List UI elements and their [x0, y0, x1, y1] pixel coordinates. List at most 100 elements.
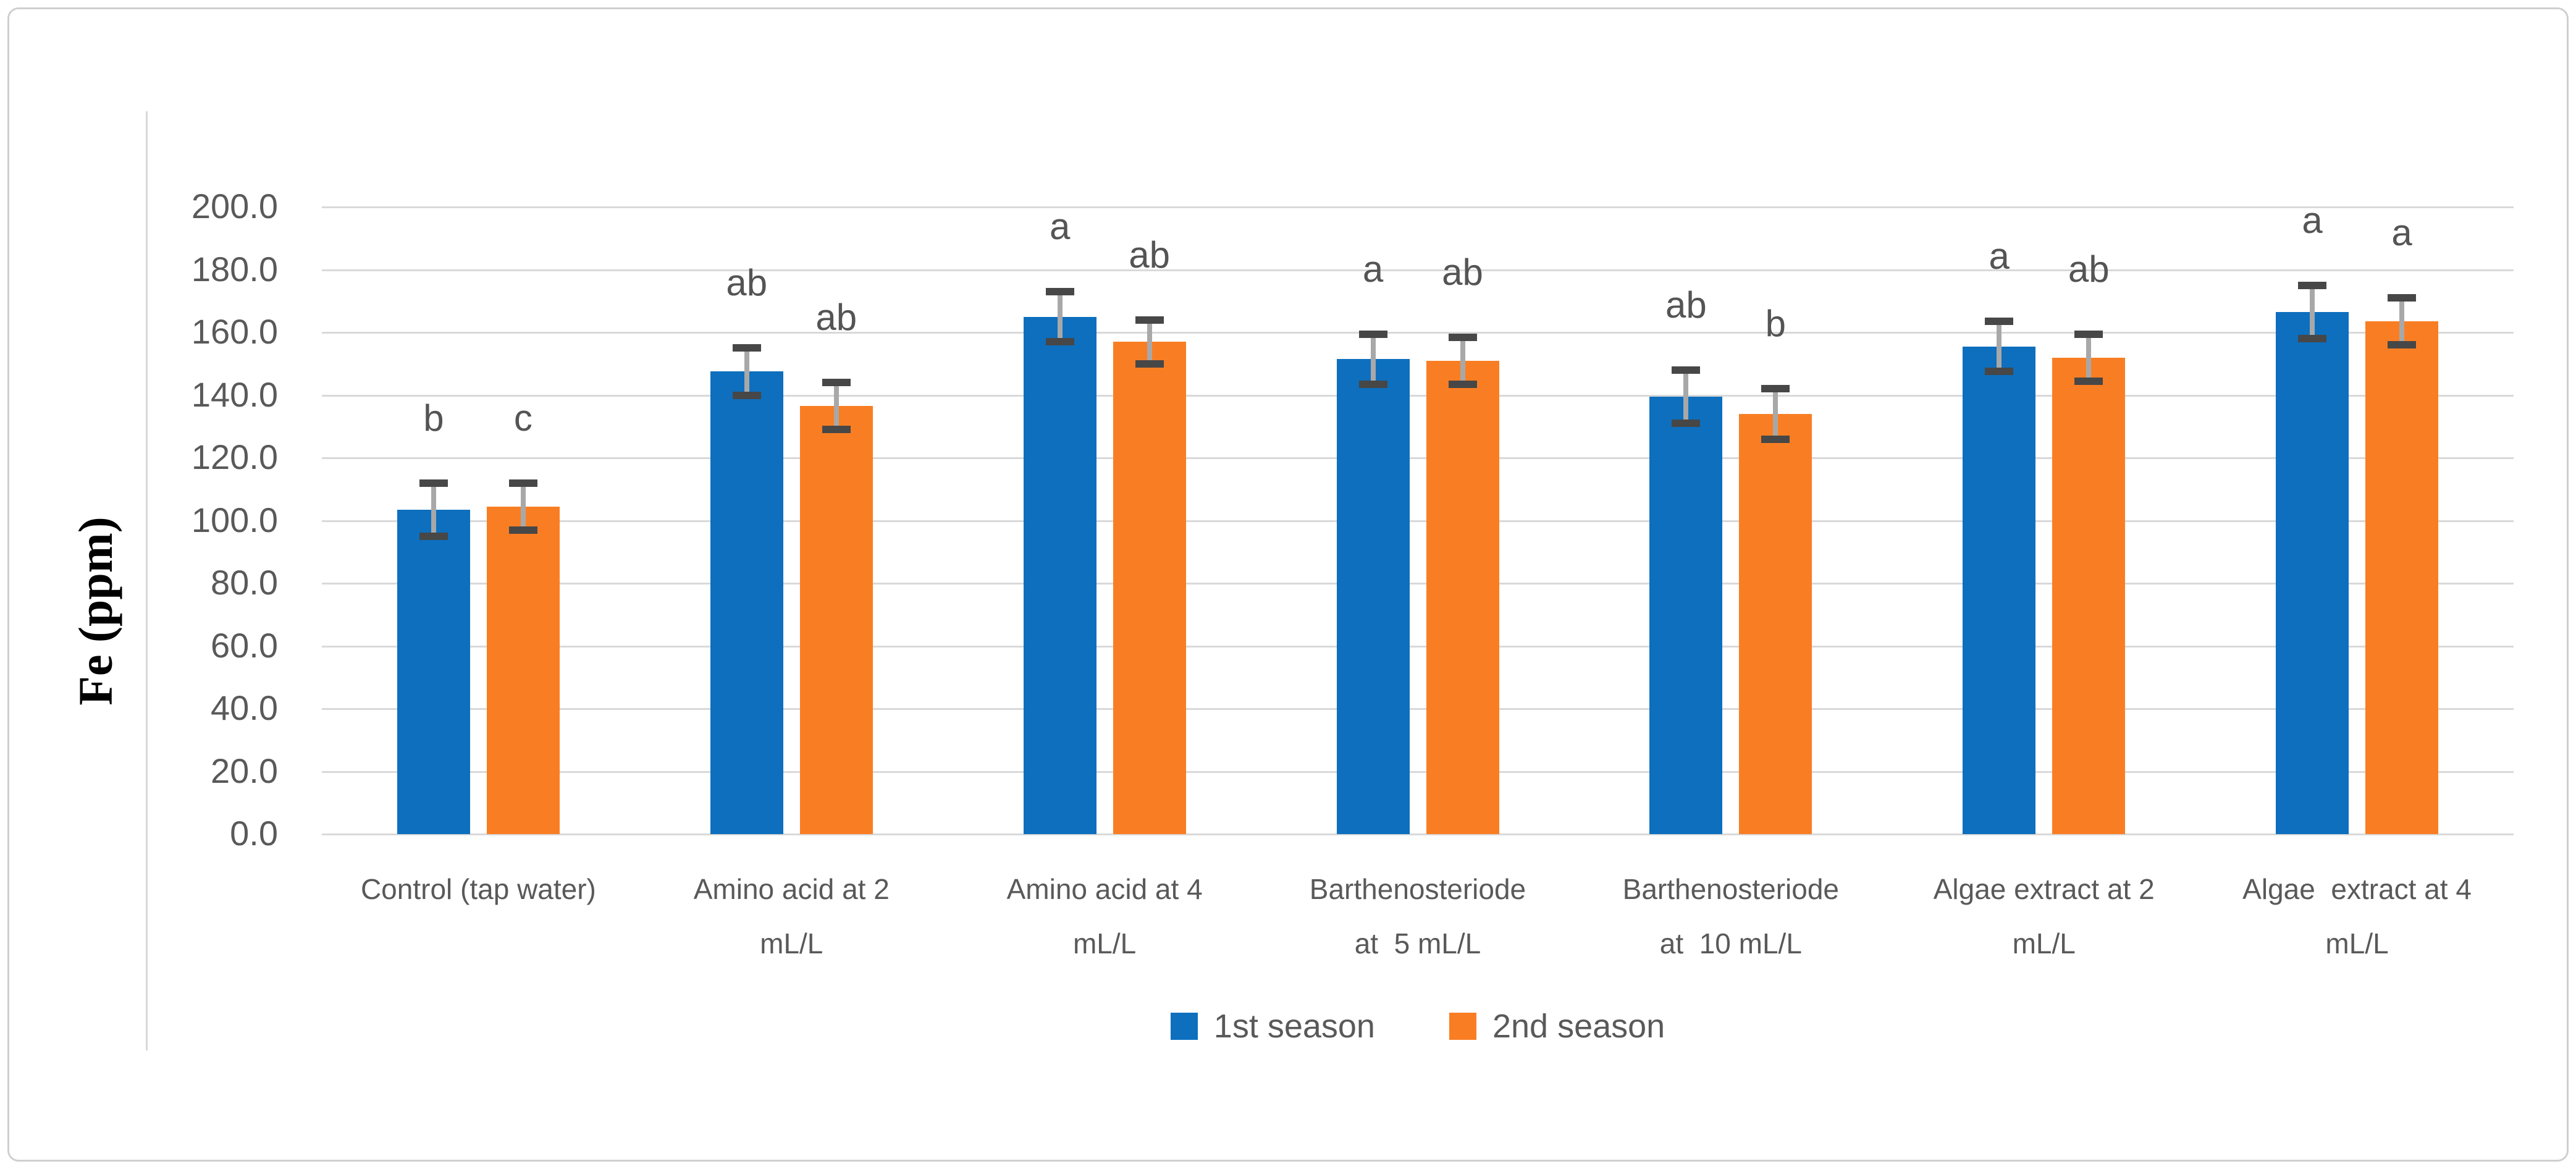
gridline: [322, 708, 2514, 710]
significance-letter: ab: [1665, 284, 1707, 326]
y-axis-tick-label: 20.0: [211, 751, 278, 790]
y-axis-line: [146, 111, 148, 1050]
error-bar-cap: [822, 426, 851, 434]
legend-label: 2nd season: [1492, 1008, 1665, 1045]
bar-1st-season: [1023, 316, 1096, 834]
bar-1st-season: [1963, 346, 2036, 834]
x-axis-label-line: mL/L: [760, 927, 823, 960]
plot-area: b c ab ab a ab a ab ab b a ab a a: [322, 124, 2514, 835]
significance-letter: a: [1989, 235, 2010, 277]
x-axis-label: Algae extract at 2 mL/L: [1887, 862, 2200, 971]
significance-letter: b: [1765, 303, 1787, 345]
legend-label: 1st season: [1213, 1008, 1375, 1045]
error-bar-cap: [1672, 420, 1701, 428]
x-axis-label-line: Barthenosteriode: [1309, 873, 1526, 905]
error-bar: [2399, 298, 2405, 345]
error-bar-cap: [419, 479, 448, 487]
x-axis-label-line: Algae extract at 4: [2242, 873, 2472, 905]
y-axis-tick-label: 0.0: [230, 814, 278, 853]
significance-letter: ab: [2068, 248, 2110, 290]
error-bar-cap: [1135, 360, 1164, 368]
bar-1st-season: [1649, 397, 1723, 834]
error-bar: [431, 483, 436, 536]
error-bar: [2086, 334, 2092, 381]
error-bar-cap: [1761, 435, 1790, 443]
x-axis-label-line: Algae extract at 2: [1933, 873, 2155, 905]
x-axis-label: Algae extract at 4 mL/L: [2200, 862, 2514, 971]
error-bar-cap: [1672, 366, 1701, 374]
error-bar-cap: [2298, 281, 2327, 289]
bar-2nd-season: [1426, 360, 1499, 834]
error-bar: [1370, 334, 1376, 384]
bar-1st-season: [397, 509, 470, 834]
x-axis-label-line: mL/L: [1072, 927, 1137, 960]
gridline: [322, 645, 2514, 648]
error-bar-cap: [1358, 380, 1387, 388]
x-axis-label: Barthenosteriode at 5 mL/L: [1261, 862, 1575, 971]
error-bar-cap: [508, 526, 537, 534]
gridline: [322, 269, 2514, 271]
error-bar-cap: [1448, 380, 1477, 388]
x-axis-label-line: at 5 mL/L: [1354, 927, 1481, 960]
significance-letter: ab: [1129, 234, 1171, 276]
x-axis-label-line: Barthenosteriode: [1622, 873, 1840, 905]
y-axis-tick-label: 60.0: [211, 625, 278, 665]
gridline: [322, 520, 2514, 522]
error-bar-cap: [508, 479, 537, 487]
y-axis-tick-label: 100.0: [191, 500, 278, 539]
chart-border: [7, 7, 2569, 1162]
y-axis-tick-label: 140.0: [191, 374, 278, 414]
x-axis-label: Amino acid at 2 mL/L: [635, 862, 948, 971]
x-axis-label-line: at 10 mL/L: [1659, 927, 1802, 960]
x-axis-label-line: Control (tap water): [360, 873, 596, 905]
x-axis-label: Control (tap water): [322, 862, 635, 916]
gridline: [322, 457, 2514, 459]
bar-2nd-season: [2052, 357, 2126, 834]
bar-1st-season: [710, 371, 783, 834]
bar-1st-season: [1336, 359, 1410, 834]
bar-2nd-season: [1113, 342, 1186, 834]
bar-2nd-season: [2365, 321, 2439, 834]
error-bar: [1147, 319, 1152, 364]
y-axis-tick-label: 40.0: [211, 688, 278, 727]
error-bar-cap: [2074, 330, 2103, 338]
legend-swatch-icon: [1449, 1013, 1476, 1040]
x-axis-label: Amino acid at 4 mL/L: [948, 862, 1261, 971]
significance-letter: a: [2391, 212, 2412, 254]
y-axis-tick-label: 160.0: [191, 312, 278, 351]
significance-letter: c: [513, 397, 532, 439]
error-bar: [1460, 337, 1465, 384]
error-bar: [1683, 369, 1689, 424]
legend: 1st season 2nd season: [322, 1007, 2514, 1045]
error-bar-cap: [822, 379, 851, 387]
error-bar: [1997, 321, 2002, 372]
gridline: [322, 206, 2514, 208]
x-axis-label: Barthenosteriode at 10 mL/L: [1574, 862, 1887, 971]
gridline: [322, 833, 2514, 835]
significance-letter: ab: [1442, 251, 1483, 293]
bar-2nd-season: [486, 506, 560, 834]
error-bar: [833, 382, 839, 430]
error-bar-cap: [1358, 330, 1387, 338]
legend-item-1st-season: 1st season: [1170, 1007, 1375, 1045]
error-bar-cap: [732, 391, 761, 399]
y-axis-tick-label: 180.0: [191, 249, 278, 289]
gridline: [322, 332, 2514, 334]
error-bar-cap: [1448, 333, 1477, 341]
legend-swatch-icon: [1170, 1013, 1198, 1040]
significance-letter: a: [1049, 206, 1071, 248]
bar-1st-season: [2276, 312, 2349, 834]
significance-letter: a: [2302, 199, 2323, 241]
error-bar-cap: [2074, 377, 2103, 385]
error-bar: [1773, 389, 1778, 439]
significance-letter: b: [423, 397, 444, 439]
significance-letter: a: [1362, 248, 1384, 290]
x-axis-label-line: mL/L: [2012, 927, 2076, 960]
error-bar-cap: [2388, 341, 2417, 349]
gridline: [322, 583, 2514, 584]
error-bar: [2310, 285, 2315, 339]
error-bar: [1057, 292, 1063, 342]
x-axis-label-line: mL/L: [2325, 927, 2389, 960]
y-axis-tick-label: 120.0: [191, 437, 278, 476]
